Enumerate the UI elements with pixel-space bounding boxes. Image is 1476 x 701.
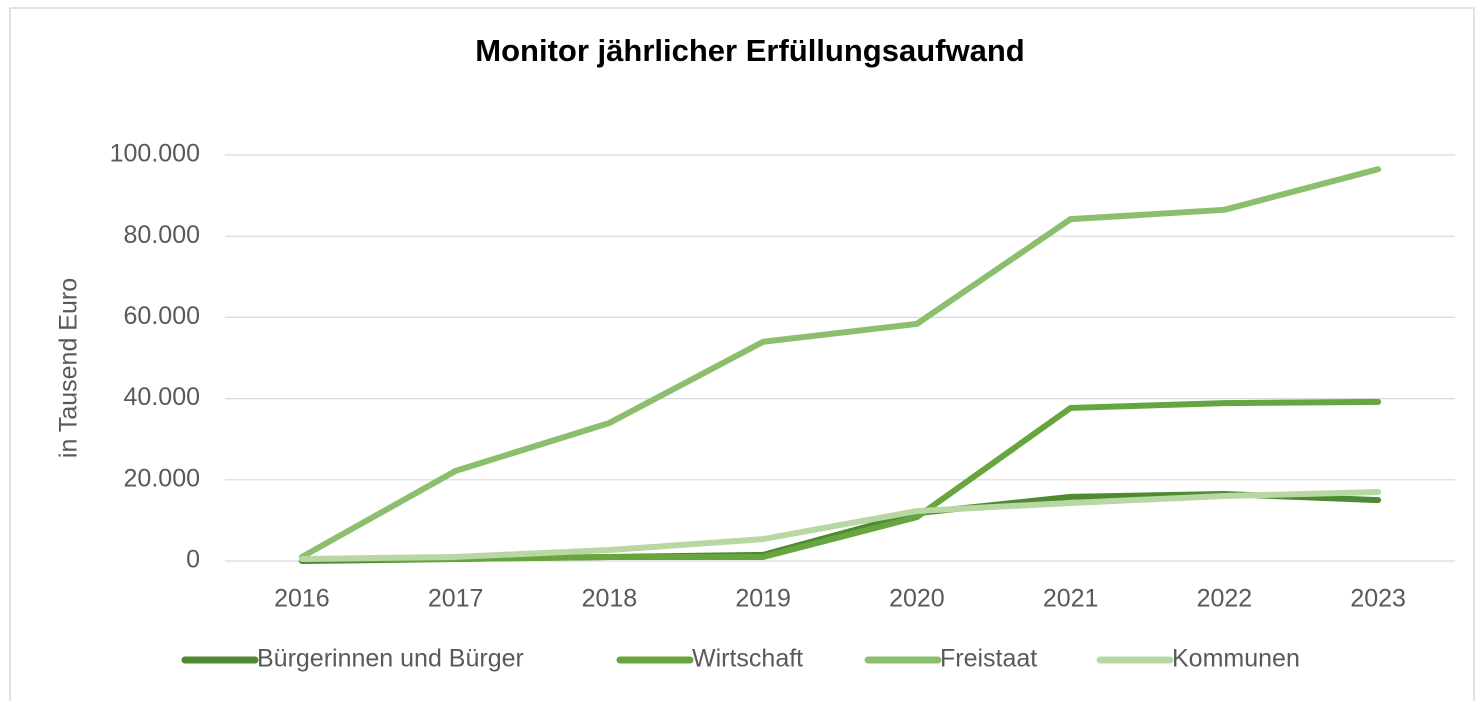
y-tick-label: 0 (186, 546, 200, 574)
series-line (298, 488, 1382, 562)
legend-label: Wirtschaft (692, 645, 803, 673)
legend-label: Freistaat (940, 645, 1037, 673)
x-tick-label: 2019 (735, 585, 791, 613)
x-tick-label: 2016 (274, 585, 330, 613)
x-tick-label: 2020 (889, 585, 945, 613)
x-tick-label: 2023 (1350, 585, 1406, 613)
y-tick-label: 20.000 (124, 464, 200, 492)
x-tick-label: 2017 (428, 585, 484, 613)
y-tick-label: 100.000 (110, 140, 200, 168)
legend-label: Bürgerinnen und Bürger (257, 645, 524, 673)
y-tick-label: 80.000 (124, 221, 200, 249)
x-tick-label: 2022 (1197, 585, 1253, 613)
y-axis-label: in Tausend Euro (55, 278, 83, 458)
y-tick-label: 40.000 (124, 383, 200, 411)
y-tick-label: 60.000 (124, 302, 200, 330)
x-tick-label: 2021 (1043, 585, 1099, 613)
legend-label: Kommunen (1172, 645, 1300, 673)
chart-title: Monitor jährlicher Erfüllungsaufwand (475, 33, 1024, 68)
x-tick-label: 2018 (582, 585, 638, 613)
series-line (298, 166, 1382, 560)
